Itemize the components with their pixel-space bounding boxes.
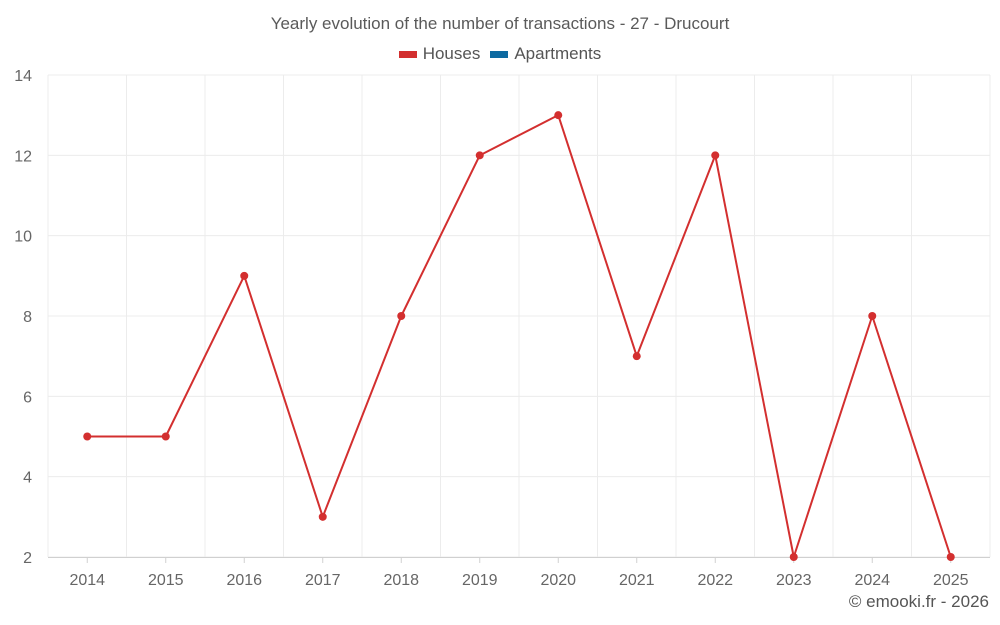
data-point-houses <box>83 432 92 441</box>
x-tick-label: 2020 <box>540 572 576 589</box>
chart-title: Yearly evolution of the number of transa… <box>270 14 730 33</box>
y-tick-label: 8 <box>23 309 32 326</box>
y-tick-label: 2 <box>23 550 32 567</box>
credit-text: © emooki.fr - 2026 <box>848 592 989 611</box>
x-tick-label: 2018 <box>383 572 419 589</box>
data-point-houses <box>240 271 249 280</box>
y-tick-label: 10 <box>14 229 32 246</box>
y-tick-label: 4 <box>23 470 32 487</box>
y-tick-label: 14 <box>14 68 32 85</box>
legend-item-apartments[interactable]: Apartments <box>490 44 601 64</box>
data-point-houses <box>554 111 563 120</box>
x-tick-label: 2017 <box>305 572 341 589</box>
legend-item-houses[interactable]: Houses <box>398 44 481 64</box>
series-line-houses <box>87 114 952 558</box>
y-tick-label: 6 <box>23 389 32 406</box>
x-tick-label: 2015 <box>148 572 184 589</box>
y-tick-label: 12 <box>14 148 32 165</box>
data-point-houses <box>868 312 877 320</box>
x-tick-label: 2024 <box>854 572 890 589</box>
data-point-houses <box>318 512 327 521</box>
data-point-houses <box>475 151 484 160</box>
data-point-houses <box>397 312 406 320</box>
x-tick-label: 2022 <box>697 572 733 589</box>
data-point-houses <box>161 432 170 441</box>
legend-swatch-apartments <box>490 50 509 58</box>
legend-label-apartments: Apartments <box>514 44 602 63</box>
x-tick-label: 2023 <box>776 572 812 589</box>
data-point-houses <box>632 352 641 361</box>
legend-swatch-houses <box>398 50 417 58</box>
x-tick-label: 2019 <box>462 572 498 589</box>
data-point-houses <box>711 151 720 160</box>
x-tick-label: 2025 <box>933 572 969 589</box>
legend-label-houses: Houses <box>422 44 481 63</box>
x-tick-label: 2016 <box>226 572 262 589</box>
x-tick-label: 2014 <box>69 572 105 589</box>
x-tick-label: 2021 <box>619 572 655 589</box>
legend: Houses Apartments <box>0 44 1000 64</box>
data-point-houses <box>789 553 798 561</box>
data-point-houses <box>946 553 955 561</box>
